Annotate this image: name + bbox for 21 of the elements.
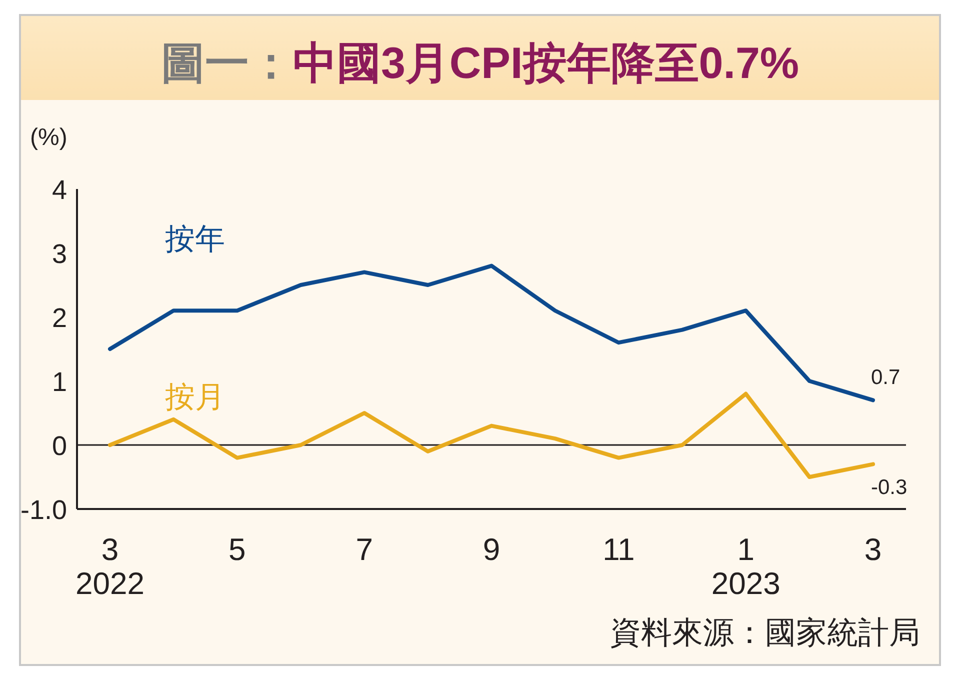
y-tick-label: 2 <box>52 303 67 333</box>
y-tick-label: 0 <box>52 431 67 461</box>
plot: -1.0 0 1 2 3 4 3 2022 5 7 9 11 1 2023 3 按年 0.7 按月 -0.3 <box>20 175 908 601</box>
x-tick-label: 3 2022 <box>76 532 144 601</box>
x-tick-label: 5 <box>228 532 246 567</box>
chart-title: 圖一：中國3月CPI按年降至0.7% <box>160 39 800 88</box>
y-tick-label: 3 <box>52 239 67 269</box>
series-label: 按年 <box>165 223 225 256</box>
y-axis-title: (%) <box>30 124 68 151</box>
y-tick-label: 1 <box>52 367 67 397</box>
series-label: 按月 <box>165 381 225 414</box>
y-tick-label: 4 <box>52 175 67 205</box>
data-label: -0.3 <box>871 476 908 500</box>
x-tick-label: 7 <box>356 532 373 567</box>
source-note: 資料來源：國家統計局 <box>610 615 920 650</box>
x-tick-label: 9 <box>482 532 500 567</box>
x-tick-label: 1 2023 <box>711 532 780 601</box>
x-tick-label: 11 <box>602 532 635 567</box>
x-tick-label: 3 <box>864 532 882 567</box>
data-label: 0.7 <box>871 366 900 390</box>
y-tick-label: -1.0 <box>20 495 67 525</box>
